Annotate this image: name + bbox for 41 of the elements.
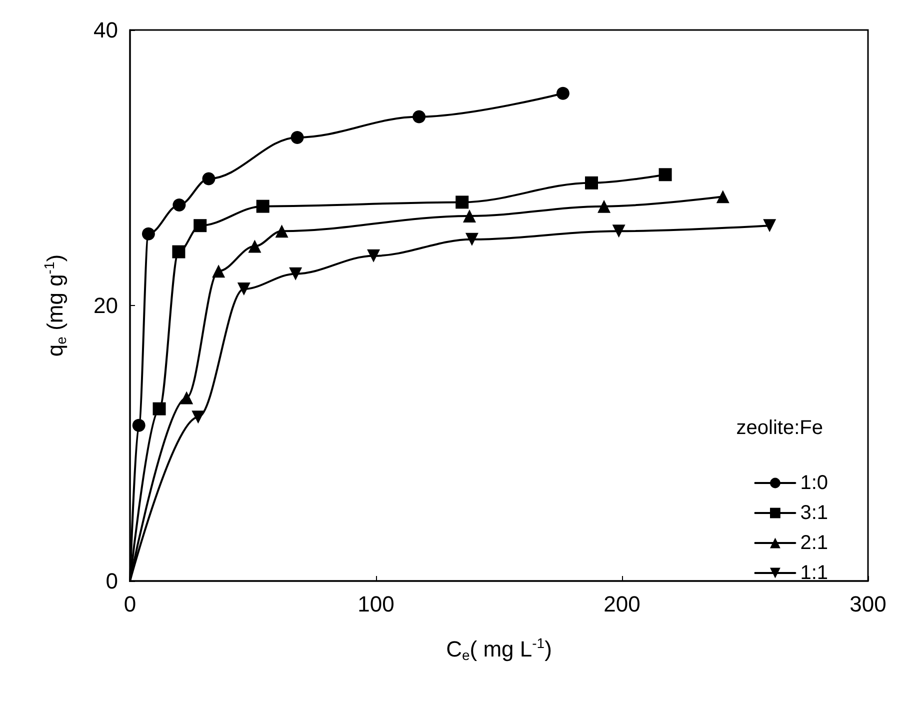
point [556, 86, 570, 100]
point [367, 249, 380, 262]
point [290, 130, 304, 144]
point [180, 391, 194, 404]
legend-title: zeolite:Fe [736, 417, 824, 439]
point [612, 224, 626, 238]
legend-label: 3:1 [800, 502, 828, 524]
point [256, 200, 270, 213]
point [142, 227, 155, 240]
point [152, 402, 166, 416]
point [172, 245, 186, 258]
point [248, 240, 262, 253]
x-tick-label: 100 [358, 592, 394, 616]
y-tick-label: 40 [94, 18, 118, 42]
point [172, 198, 186, 212]
x-tick-label: 0 [124, 592, 136, 616]
point [584, 176, 598, 190]
legend-label: 1:0 [800, 472, 828, 494]
point [192, 410, 205, 424]
y-tick-label: 20 [94, 293, 118, 318]
point [237, 282, 250, 296]
point [716, 190, 730, 204]
y-axis-title: qe (mg g-1) [41, 254, 69, 357]
point [132, 418, 146, 432]
point [202, 172, 216, 186]
point [456, 196, 469, 209]
y-tick-label: 0 [106, 568, 118, 594]
legend-label: 2:1 [800, 532, 828, 554]
point [465, 232, 478, 246]
point [598, 200, 611, 213]
point [462, 209, 476, 222]
point [275, 224, 288, 238]
point [412, 110, 426, 124]
x-tick-label: 300 [850, 592, 886, 616]
x-tick-label: 200 [604, 592, 640, 616]
legend-label: 1:1 [800, 562, 828, 584]
point [212, 264, 226, 278]
point [763, 219, 776, 232]
point [289, 267, 302, 280]
point [194, 219, 207, 232]
point [658, 168, 672, 182]
